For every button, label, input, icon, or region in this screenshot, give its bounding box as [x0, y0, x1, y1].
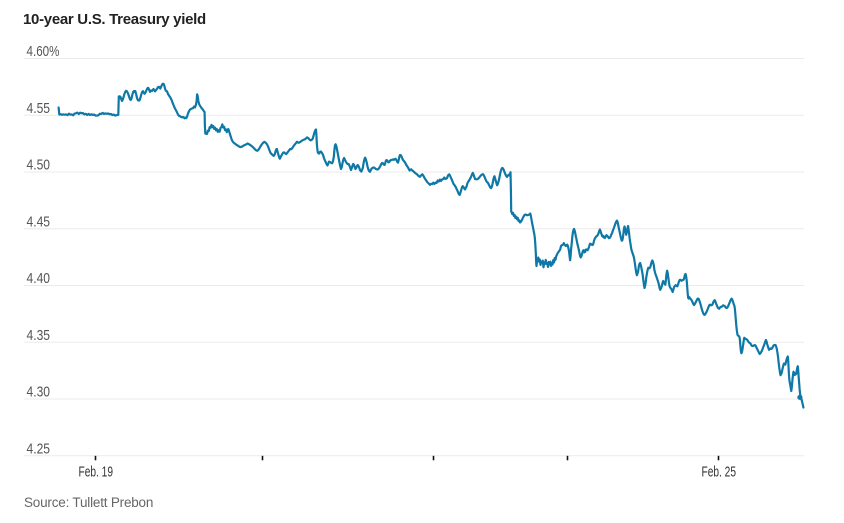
svg-text:Feb. 19: Feb. 19 — [79, 464, 114, 481]
svg-text:4.50: 4.50 — [27, 157, 51, 174]
svg-text:4.40: 4.40 — [27, 270, 51, 287]
svg-text:4.25: 4.25 — [27, 440, 51, 457]
svg-text:4.30: 4.30 — [27, 384, 51, 401]
svg-text:4.60%: 4.60% — [27, 43, 60, 60]
svg-text:Feb. 25: Feb. 25 — [702, 464, 737, 481]
svg-text:4.55: 4.55 — [27, 100, 51, 117]
svg-text:4.45: 4.45 — [27, 213, 51, 230]
svg-text:4.35: 4.35 — [27, 327, 51, 344]
